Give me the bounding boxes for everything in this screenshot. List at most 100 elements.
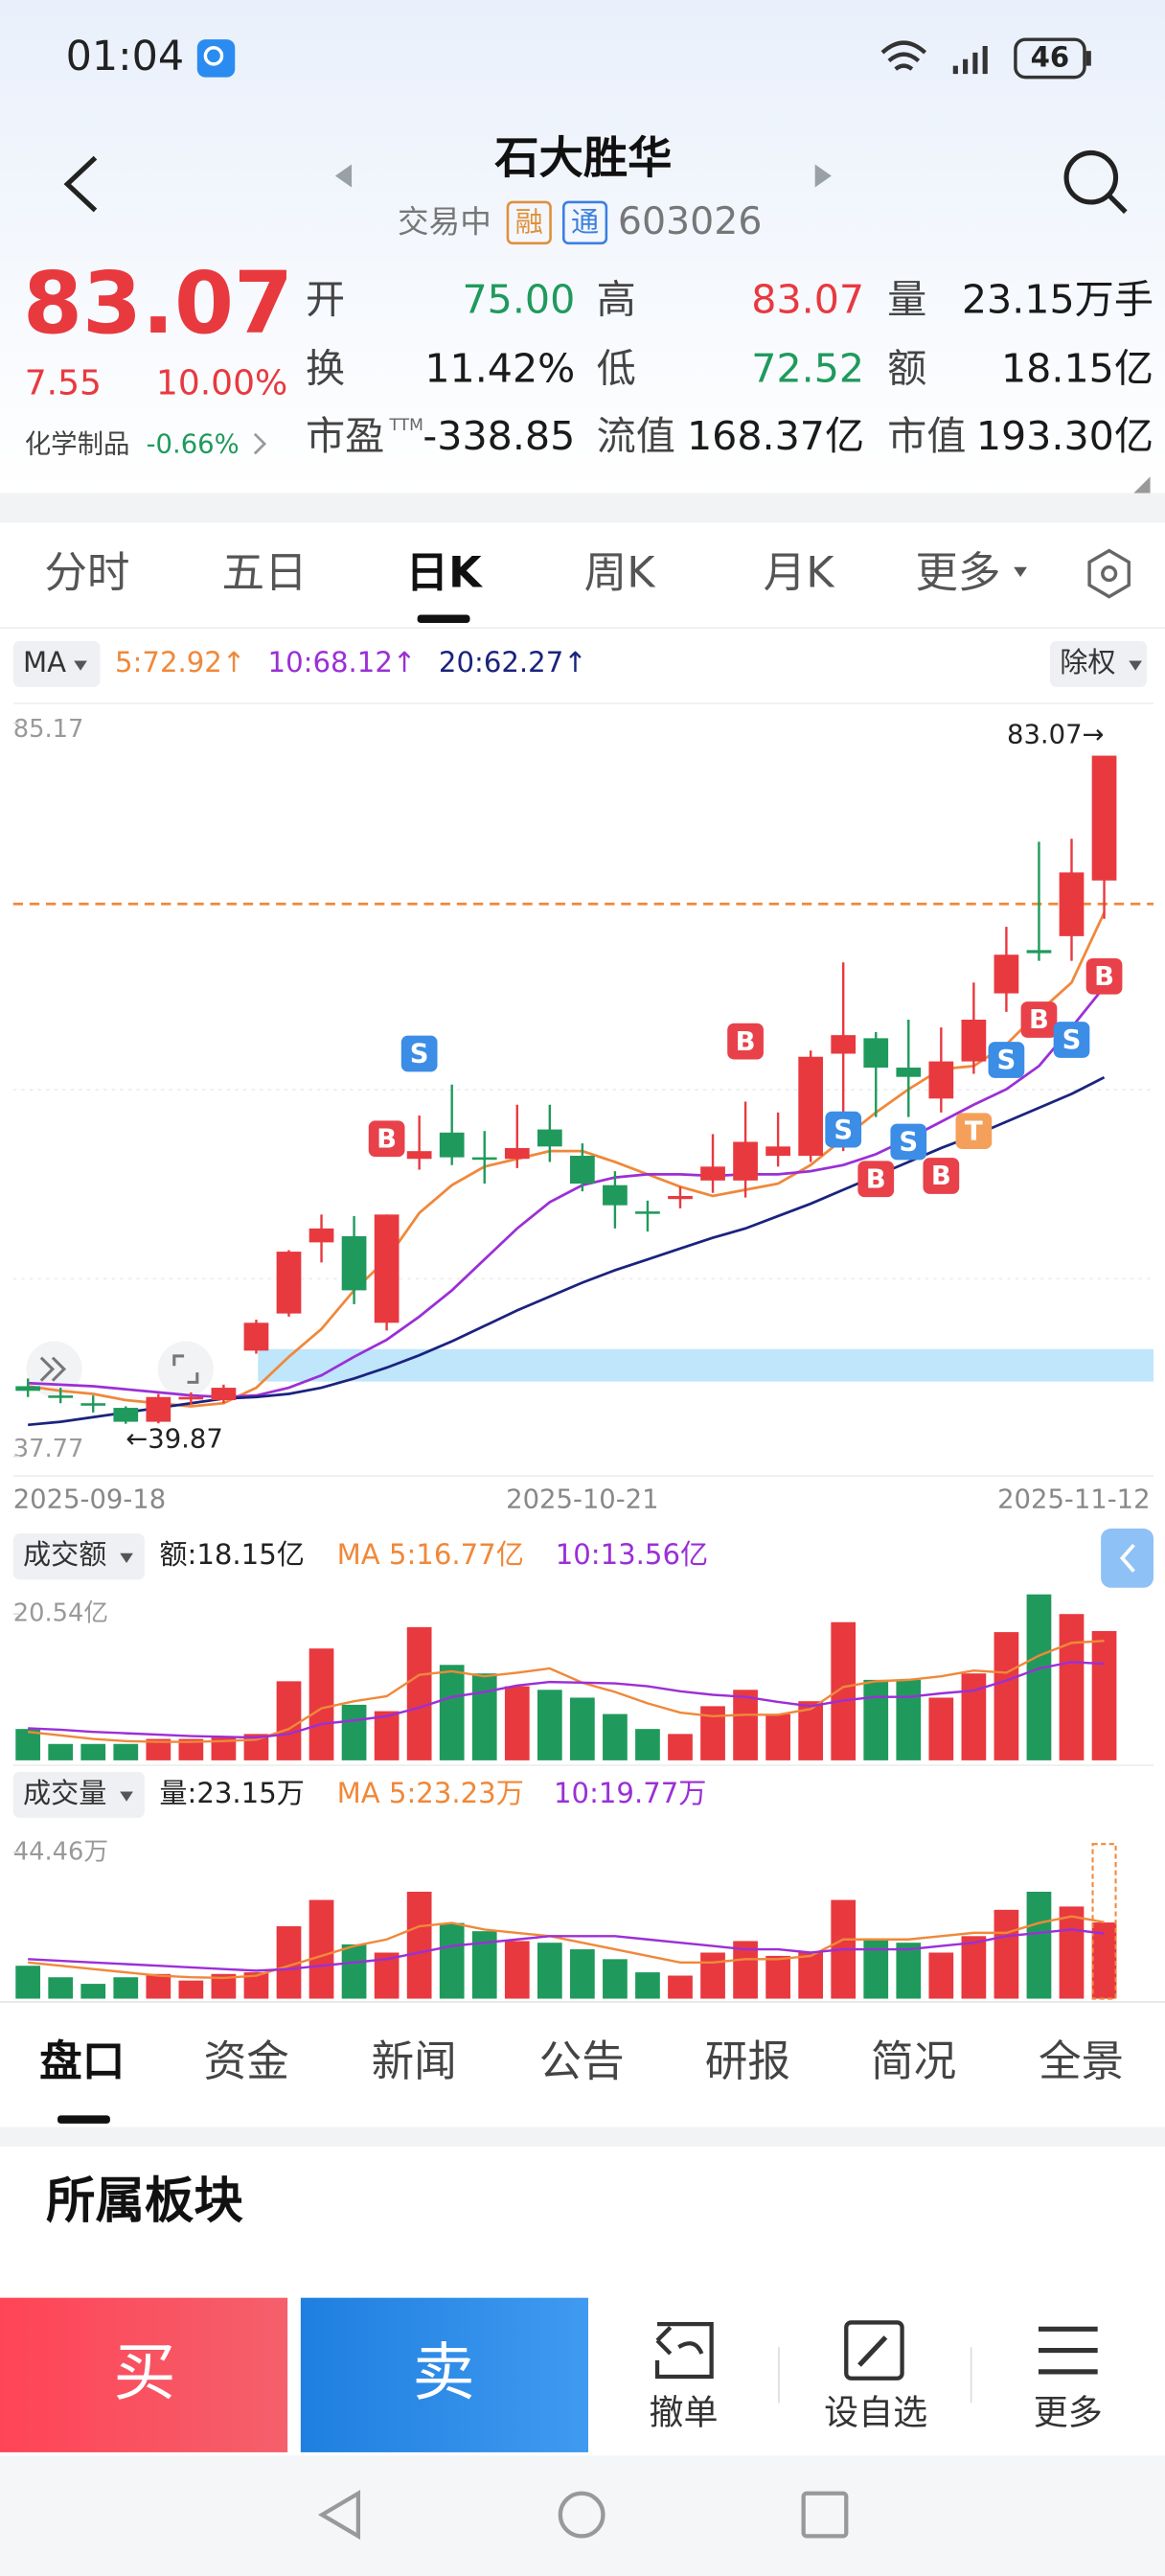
bar <box>406 1626 432 1760</box>
bar <box>1091 1922 1117 1999</box>
bar <box>1059 1614 1085 1760</box>
detail-tab[interactable]: 新闻 <box>372 2036 457 2086</box>
bar <box>668 1975 693 1999</box>
detail-tab[interactable]: 盘口 <box>39 2036 125 2086</box>
bar <box>15 1966 41 1999</box>
bar <box>48 1977 74 1999</box>
next-stock[interactable] <box>814 164 832 188</box>
sell-button[interactable] <box>300 2297 589 2452</box>
chart-tab[interactable]: 日K <box>406 547 484 597</box>
bar <box>1059 1906 1085 1999</box>
candle-body <box>439 1132 465 1158</box>
signal-label: T <box>965 1116 983 1146</box>
indicator-label[interactable]: MA <box>23 646 66 678</box>
candle-body <box>863 1038 889 1069</box>
fullscreen-button[interactable] <box>157 1341 214 1397</box>
nav-home[interactable] <box>558 2491 605 2539</box>
stat-value: 83.07 <box>751 277 864 323</box>
signal-label: S <box>410 1040 429 1070</box>
panel-title[interactable]: 成交量 <box>23 1777 106 1809</box>
trade-state: 交易中 <box>398 203 491 240</box>
signal-label: S <box>899 1128 918 1158</box>
price-change: 7.55 <box>25 363 102 402</box>
bar <box>765 1955 790 1999</box>
volume-box[interactable] <box>12 1771 145 1818</box>
buy-button[interactable] <box>0 2297 288 2452</box>
detail-tab[interactable]: 公告 <box>539 2036 625 2086</box>
adjust-box[interactable] <box>1049 640 1148 687</box>
candle-body <box>928 1061 954 1099</box>
detail-tab[interactable]: 研报 <box>705 2036 790 2086</box>
candle-body <box>668 1195 693 1200</box>
stat-label: 流值 <box>597 413 675 459</box>
panel-current: 量:23.15万 <box>159 1777 305 1809</box>
x-tick-label: 2025-10-21 <box>506 1484 658 1514</box>
y-tick-label: 37.77 <box>13 1435 84 1463</box>
chart-tab[interactable]: 月K <box>764 547 836 597</box>
sector-arrow[interactable] <box>253 432 267 455</box>
chart-tab[interactable]: 周K <box>584 547 657 597</box>
candle-body <box>635 1211 660 1214</box>
candle-body <box>1026 950 1052 954</box>
amount-caret <box>120 1552 133 1564</box>
bar <box>504 1686 530 1760</box>
detail-tab[interactable]: 资金 <box>204 2036 289 2086</box>
amount-box[interactable] <box>12 1533 145 1580</box>
detail-tab[interactable]: 简况 <box>871 2036 956 2086</box>
sell-label[interactable]: 卖 <box>412 2337 474 2409</box>
prev-stock[interactable] <box>334 164 353 188</box>
adjust-label[interactable]: 除权 <box>1060 646 1115 678</box>
settings-button[interactable] <box>1087 548 1131 599</box>
panel-title[interactable]: 成交额 <box>23 1538 106 1571</box>
action-label[interactable]: 更多 <box>1034 2393 1103 2432</box>
legend-entry: 10:19.77万 <box>554 1777 706 1809</box>
side-tab-arrow <box>1119 1543 1135 1573</box>
action-label[interactable]: 撤单 <box>649 2393 718 2432</box>
support-band <box>258 1348 1154 1382</box>
back-button[interactable] <box>63 155 98 213</box>
nav-recent[interactable] <box>801 2491 849 2539</box>
ma-line <box>28 1915 1105 1980</box>
action-label[interactable]: 设自选 <box>824 2393 927 2432</box>
stock-name: 石大胜华 <box>494 132 672 184</box>
y-tick-label: 85.17 <box>13 715 84 744</box>
expand-corner[interactable] <box>1133 476 1151 494</box>
sector-name[interactable]: 化学制品 <box>25 429 130 459</box>
search-button[interactable] <box>1063 150 1119 205</box>
buy-label[interactable]: 买 <box>113 2337 175 2409</box>
stat-value: 193.30亿 <box>976 413 1154 459</box>
candle-body <box>48 1395 74 1398</box>
nav-back[interactable] <box>317 2490 361 2541</box>
bar <box>961 1673 987 1760</box>
bar <box>570 1697 595 1760</box>
battery-icon <box>1014 37 1086 80</box>
chart-tab[interactable]: 五日 <box>222 547 308 597</box>
side-tab[interactable] <box>1101 1529 1154 1588</box>
candle-body <box>308 1228 334 1243</box>
last-price: 83.07 <box>23 254 293 354</box>
bar <box>733 1690 758 1760</box>
signal-marker <box>400 1035 438 1072</box>
candle-body <box>994 954 1019 994</box>
watchlist-icon[interactable] <box>844 2320 904 2380</box>
chart-tab[interactable]: 分时 <box>44 547 129 597</box>
high-label: 83.07→ <box>1007 720 1105 749</box>
candle-body <box>374 1214 400 1323</box>
candle-body <box>798 1056 824 1157</box>
detail-tab[interactable]: 全景 <box>1039 2036 1124 2086</box>
candle-body <box>570 1156 595 1184</box>
candle-body <box>211 1388 237 1400</box>
bar <box>48 1743 74 1760</box>
more-icon[interactable] <box>1038 2326 1098 2375</box>
legend-entry: 20:62.27↑ <box>439 646 587 678</box>
bar <box>1026 1594 1052 1760</box>
candle-body <box>537 1129 562 1147</box>
stat-sup: TTM <box>388 416 423 435</box>
cancel-icon[interactable] <box>654 2321 714 2380</box>
stat-value: 23.15万手 <box>962 277 1154 323</box>
indicator-box[interactable] <box>12 640 101 687</box>
bar <box>80 1984 106 1999</box>
panel-current: 额:18.15亿 <box>159 1538 305 1571</box>
chart-tab[interactable]: 更多 <box>915 547 1000 597</box>
